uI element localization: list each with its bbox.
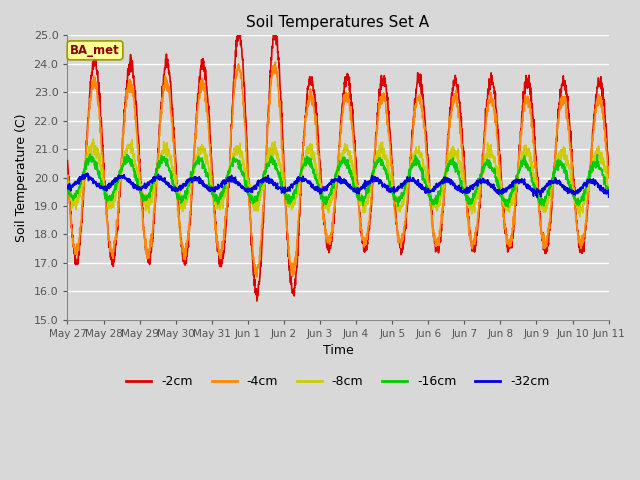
-8cm (400, 196, 408, 202)
-16cm (86, 151, 94, 157)
Y-axis label: Soil Temperature (C): Soil Temperature (C) (15, 113, 28, 242)
-2cm (400, 236, 408, 242)
Text: BA_met: BA_met (70, 44, 120, 57)
-16cm (344, 157, 351, 163)
-8cm (499, 191, 506, 196)
-16cm (499, 195, 506, 201)
-2cm (344, 74, 351, 80)
-16cm (504, 204, 512, 210)
-32cm (63, 185, 71, 191)
-2cm (272, 25, 280, 31)
-4cm (344, 97, 351, 103)
-4cm (271, 59, 279, 65)
-32cm (605, 194, 612, 200)
-8cm (605, 187, 612, 193)
-8cm (211, 192, 219, 198)
-2cm (605, 159, 612, 165)
Legend: -2cm, -4cm, -8cm, -16cm, -32cm: -2cm, -4cm, -8cm, -16cm, -32cm (122, 370, 555, 393)
-32cm (164, 181, 172, 187)
-4cm (499, 205, 507, 211)
-16cm (582, 191, 589, 196)
-4cm (63, 174, 71, 180)
Line: -4cm: -4cm (67, 62, 609, 277)
-16cm (605, 188, 612, 194)
-2cm (582, 228, 589, 233)
-4cm (582, 222, 589, 228)
-32cm (400, 182, 408, 188)
-4cm (211, 213, 219, 218)
X-axis label: Time: Time (323, 344, 353, 357)
-4cm (400, 224, 408, 229)
Line: -2cm: -2cm (67, 28, 609, 301)
-32cm (499, 191, 506, 196)
-8cm (582, 199, 589, 204)
-16cm (400, 192, 408, 198)
-2cm (211, 213, 219, 219)
-4cm (164, 89, 172, 95)
-2cm (63, 158, 71, 164)
-8cm (576, 214, 584, 220)
-8cm (344, 142, 351, 148)
-8cm (90, 136, 97, 142)
-4cm (253, 274, 260, 280)
-16cm (164, 162, 172, 168)
-2cm (164, 65, 172, 71)
-32cm (533, 194, 541, 200)
-8cm (63, 183, 71, 189)
Title: Soil Temperatures Set A: Soil Temperatures Set A (246, 15, 429, 30)
-2cm (499, 199, 507, 204)
Line: -8cm: -8cm (67, 139, 609, 217)
-2cm (253, 298, 260, 304)
-4cm (605, 175, 612, 181)
Line: -32cm: -32cm (67, 173, 609, 197)
-16cm (63, 183, 71, 189)
-32cm (211, 184, 219, 190)
-16cm (211, 195, 219, 201)
-32cm (344, 180, 351, 186)
-32cm (83, 170, 91, 176)
-8cm (164, 153, 172, 158)
-32cm (582, 180, 589, 185)
Line: -16cm: -16cm (67, 154, 609, 207)
